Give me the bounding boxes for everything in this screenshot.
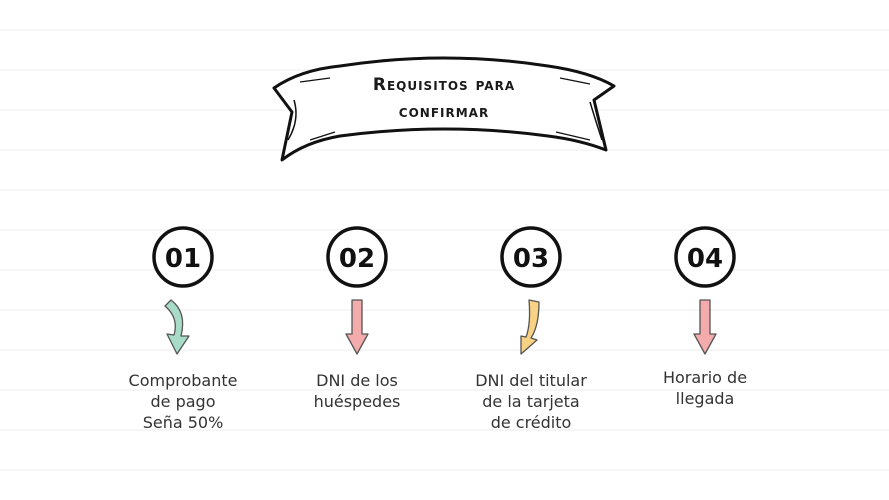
- ruled-lines: [0, 29, 889, 471]
- step-label: DNI del titular: [475, 371, 587, 390]
- banner-title: Requisitos para: [373, 75, 515, 95]
- arrow: [345, 299, 369, 355]
- step-label: DNI de los: [316, 371, 398, 390]
- step-label: de crédito: [491, 413, 572, 432]
- step-number: 04: [687, 244, 723, 274]
- number-circle: [326, 226, 388, 288]
- step-number: 02: [339, 244, 375, 274]
- banner: [272, 56, 616, 162]
- step-number: 03: [513, 244, 549, 274]
- step-label: llegada: [676, 389, 735, 408]
- step: 03 DNI del titular de la tarjeta de crédito: [475, 226, 587, 432]
- step-label: Comprobante: [129, 371, 238, 390]
- step-label: Seña 50%: [143, 413, 224, 432]
- step: 04 Horario de llegada: [663, 226, 747, 408]
- arrow: [164, 299, 190, 355]
- step: 02 DNI de los huéspedes: [314, 226, 401, 411]
- step-label: de la tarjeta: [482, 392, 579, 411]
- number-circle: [152, 226, 214, 288]
- arrow: [520, 299, 540, 355]
- arrow: [693, 299, 717, 355]
- step-label: huéspedes: [314, 392, 401, 411]
- number-circle: [674, 226, 736, 288]
- step-number: 01: [165, 244, 201, 274]
- number-circle: [500, 226, 562, 288]
- banner-title: confirmar: [399, 102, 489, 122]
- step-label: de pago: [151, 392, 216, 411]
- step-label: Horario de: [663, 368, 747, 387]
- step: 01 Comprobante de pago Seña 50%: [129, 226, 238, 432]
